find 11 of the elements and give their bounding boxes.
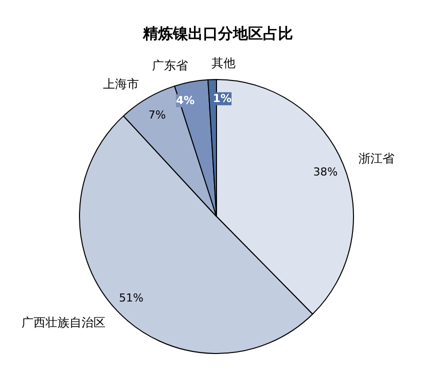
slice-label: 浙江省 <box>358 151 394 166</box>
data-label: 1% <box>212 92 232 106</box>
data-label: 51% <box>119 291 144 304</box>
slice-label: 广西壮族自治区 <box>22 315 106 330</box>
data-label: 38% <box>313 165 338 178</box>
slice-label: 上海市 <box>103 77 140 92</box>
slice-label: 广东省 <box>152 58 188 73</box>
data-label: 4% <box>176 94 195 108</box>
slice-label: 其他 <box>212 56 236 70</box>
data-label: 7% <box>148 108 166 122</box>
chart-title: 精炼镍出口分地区占比 <box>142 24 293 42</box>
